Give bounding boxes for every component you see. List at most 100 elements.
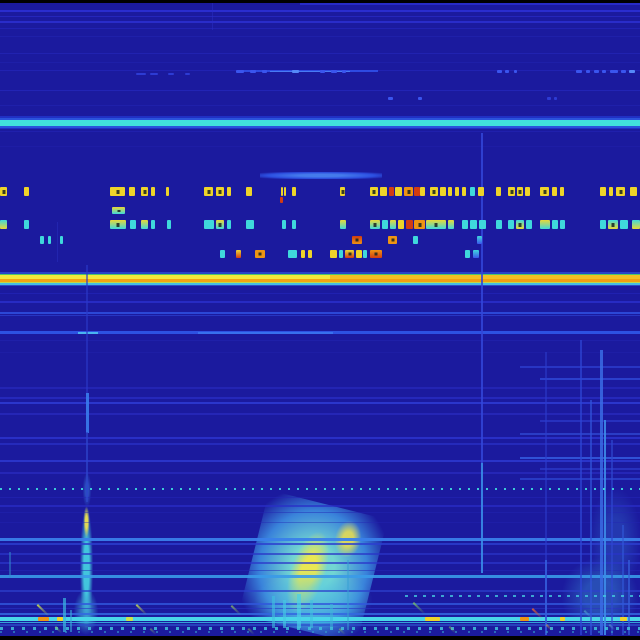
vline xyxy=(86,393,89,433)
signal-burst xyxy=(520,617,529,621)
signal-burst xyxy=(382,220,388,229)
dotted-line xyxy=(0,488,640,490)
signal-burst xyxy=(462,220,468,229)
signal-burst xyxy=(168,73,174,75)
signal-burst xyxy=(395,187,402,196)
signal-burst xyxy=(478,187,484,196)
hline xyxy=(0,443,640,445)
signal-burst xyxy=(413,236,418,244)
burst-dot xyxy=(611,222,615,227)
hline xyxy=(0,413,640,415)
signal-burst xyxy=(620,617,627,621)
hline xyxy=(0,621,640,624)
hline xyxy=(540,378,640,380)
burst-dot xyxy=(218,189,222,194)
burst-dot xyxy=(407,189,410,194)
signal-burst xyxy=(508,187,515,196)
vline xyxy=(580,340,582,635)
vline xyxy=(545,560,547,635)
vline xyxy=(628,560,630,635)
signal-burst xyxy=(448,220,454,229)
signal-burst xyxy=(473,250,479,258)
signal-burst xyxy=(216,187,224,196)
hline xyxy=(0,314,640,316)
hline xyxy=(0,624,640,626)
vline xyxy=(590,400,592,635)
signal-burst xyxy=(602,70,606,73)
hline xyxy=(0,617,640,621)
hline xyxy=(0,522,640,523)
signal-blob xyxy=(83,504,90,540)
burst-dot xyxy=(432,189,436,194)
signal-burst xyxy=(608,220,618,229)
signal-burst xyxy=(380,187,387,196)
vline xyxy=(70,610,72,632)
signal-burst xyxy=(496,220,502,229)
signal-burst xyxy=(470,220,477,229)
hline xyxy=(0,301,640,303)
signal-burst xyxy=(48,236,51,244)
hline xyxy=(0,127,640,129)
signal-burst xyxy=(301,250,305,258)
signal-burst xyxy=(547,97,551,100)
vline xyxy=(283,600,286,628)
signal-burst xyxy=(126,617,133,621)
signal-burst xyxy=(330,250,337,258)
burst-dot xyxy=(543,189,546,194)
signal-burst xyxy=(540,220,550,229)
signal-burst xyxy=(560,187,564,196)
signal-burst xyxy=(390,220,396,229)
signal-burst xyxy=(0,220,7,229)
vline xyxy=(57,222,59,262)
signal-burst xyxy=(448,187,452,196)
hline xyxy=(0,590,640,592)
vline xyxy=(212,0,214,30)
vline xyxy=(481,463,484,573)
signal-burst xyxy=(496,187,501,196)
hline xyxy=(0,131,640,132)
signal-burst xyxy=(594,70,599,73)
signal-burst xyxy=(621,70,626,73)
vline xyxy=(86,432,88,502)
signal-burst xyxy=(292,70,299,73)
signal-burst xyxy=(406,220,413,229)
signal-burst xyxy=(497,70,502,73)
dotted-line xyxy=(405,595,640,597)
hline xyxy=(0,272,640,274)
signal-burst xyxy=(629,70,635,73)
signal-burst xyxy=(236,250,241,258)
hline xyxy=(0,397,640,399)
signal-burst xyxy=(477,236,482,244)
burst-dot xyxy=(372,189,376,194)
signal-burst xyxy=(57,617,63,621)
signal-burst xyxy=(352,236,362,244)
hline xyxy=(0,120,640,126)
hline xyxy=(300,3,640,5)
hline xyxy=(0,497,640,498)
hline xyxy=(0,603,640,605)
signal-burst xyxy=(465,250,470,258)
signal-burst xyxy=(388,97,393,100)
hline xyxy=(0,21,640,23)
signal-burst xyxy=(246,187,252,196)
signal-burst xyxy=(151,187,155,196)
hline xyxy=(0,505,640,507)
signal-burst xyxy=(250,70,256,73)
signal-burst xyxy=(356,250,362,258)
signal-burst xyxy=(630,187,637,196)
hline xyxy=(0,90,640,92)
hline xyxy=(0,283,640,285)
signal-burst xyxy=(150,73,158,75)
signal-burst xyxy=(600,220,606,229)
hline xyxy=(0,53,640,54)
signal-burst xyxy=(38,617,49,621)
signal-burst xyxy=(151,220,155,229)
signal-burst xyxy=(479,220,486,229)
vline xyxy=(86,265,88,395)
signal-burst xyxy=(280,197,283,203)
hline xyxy=(0,340,640,341)
signal-burst xyxy=(185,73,190,75)
vline xyxy=(310,600,313,628)
